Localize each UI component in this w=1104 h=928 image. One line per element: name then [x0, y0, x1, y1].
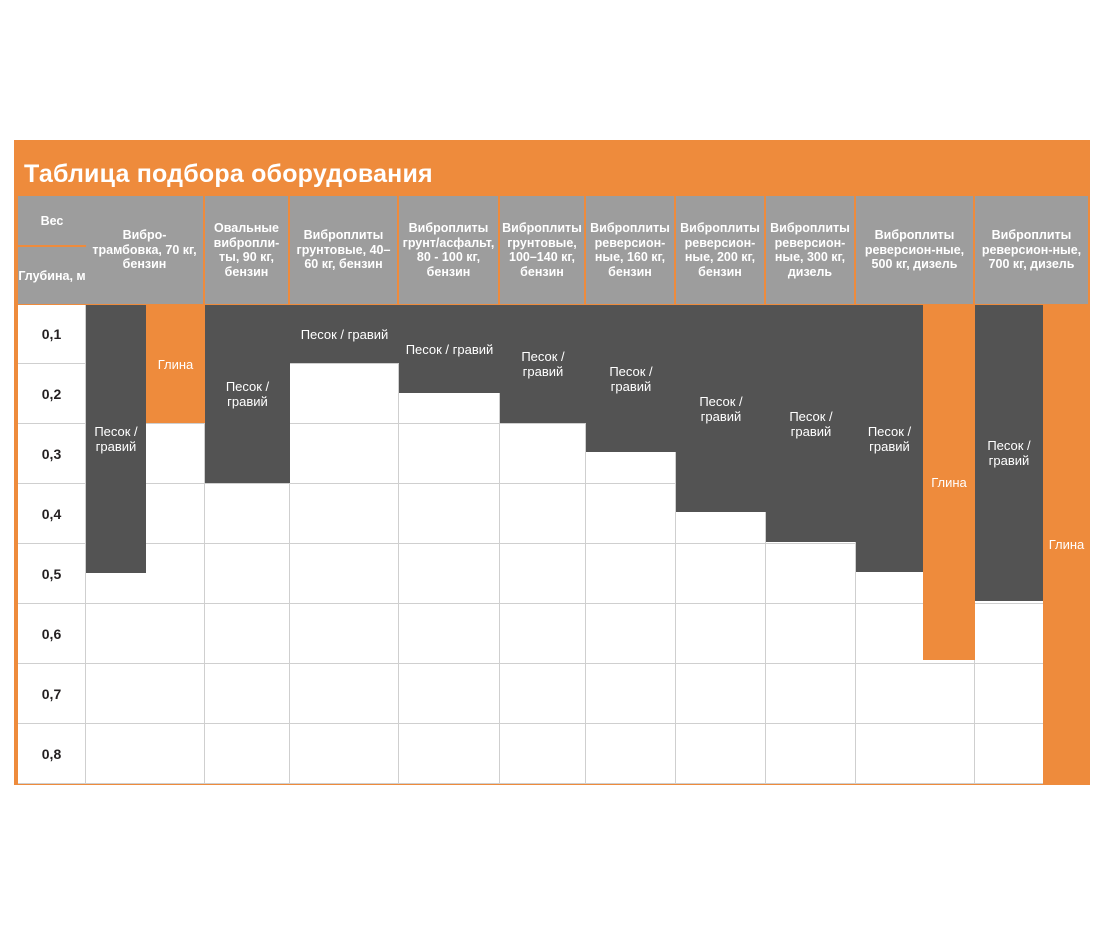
bar-vibroplity-reversionnye-500-clay: Глина	[923, 305, 975, 660]
grid-cell	[586, 484, 676, 544]
bar-vibroplity-gruntovye-40-sand: Песок / гравий	[290, 305, 399, 363]
grid-cell	[290, 364, 399, 424]
bar-label: Песок / гравий	[225, 379, 270, 409]
header-cell-vibroplity-gruntovye-100: Виброплиты грунтовые, 100–140 кг, бензин	[500, 196, 584, 304]
grid-cell	[290, 424, 399, 484]
header-cell-vibroplity-reversionnye-160: Виброплиты реверсион-ные, 160 кг, бензин	[586, 196, 674, 304]
bar-vibroplity-gruntovye-100-sand: Песок / гравий	[500, 305, 586, 423]
bar-label: Песок / гравий	[405, 341, 494, 357]
header-cell-vibroplity-grunt-asfalt-80: Виброплиты грунт/асфальт, 80 - 100 кг, б…	[399, 196, 498, 304]
page-title: Таблица подбора оборудования	[24, 160, 433, 188]
grid-cell	[205, 544, 290, 604]
grid-cell	[586, 724, 676, 784]
bar-vibroplity-reversionnye-200-sand: Песок / гравий	[676, 305, 766, 512]
bar-label: Песок / гравий	[300, 326, 389, 342]
grid-cell	[500, 544, 586, 604]
grid-cell	[500, 724, 586, 784]
bar-oval-vibroplity-90-sand: Песок / гравий	[205, 305, 290, 483]
depth-label-cell: 0,6	[18, 604, 86, 664]
grid-cell	[290, 484, 399, 544]
bar-vibroplity-reversionnye-500-sand: Песок / гравий	[856, 305, 923, 572]
grid-cell	[399, 724, 500, 784]
grid-cell	[676, 664, 766, 724]
header-cell-vibroplity-reversionnye-300: Виброплиты реверсион-ные, 300 кг, дизель	[766, 196, 854, 304]
bar-vibroplity-reversionnye-300-sand: Песок / гравий	[766, 305, 856, 542]
bar-label: Песок / гравий	[789, 408, 833, 439]
grid-cell	[500, 484, 586, 544]
depth-label-cell: 0,2	[18, 364, 86, 424]
equipment-selection-table: Вес Глубина, м Вибро-трамбовка, 70 кг, бен…	[18, 196, 1090, 784]
grid-cell	[586, 664, 676, 724]
bar-label: Песок / гравий	[94, 424, 138, 454]
grid-cell	[86, 664, 205, 724]
header-depth-label: Глубина, м	[18, 247, 86, 304]
bar-vibrotrambovka-70-sand: Песок / гравий	[86, 305, 146, 573]
grid-cell	[290, 604, 399, 664]
header-cell-vibroplity-reversionnye-200: Виброплиты реверсион-ные, 200 кг, бензин	[676, 196, 764, 304]
grid-cell	[766, 604, 856, 664]
grid-cell	[500, 604, 586, 664]
bar-label: Песок / гравий	[609, 363, 653, 394]
grid-cell	[586, 544, 676, 604]
bar-vibroplity-reversionnye-700-sand: Песок / гравий	[975, 305, 1043, 601]
grid-cell	[676, 604, 766, 664]
depth-label-cell: 0,5	[18, 544, 86, 604]
grid-cell	[205, 724, 290, 784]
grid-cell	[399, 664, 500, 724]
depth-label-cell: 0,4	[18, 484, 86, 544]
bar-label: Песок / гравий	[867, 423, 912, 454]
depth-label-cell: 0,3	[18, 424, 86, 484]
grid-cell	[86, 724, 205, 784]
grid-cell	[205, 604, 290, 664]
grid-cell	[766, 664, 856, 724]
bar-label: Песок / гравий	[521, 349, 565, 379]
grid-cell	[399, 604, 500, 664]
header-weight-label: Вес	[18, 196, 86, 245]
depth-label-cell: 0,7	[18, 664, 86, 724]
grid-cell	[766, 724, 856, 784]
header-cell-vibroplity-reversionnye-500: Виброплиты реверсион-ные, 500 кг, дизель	[856, 196, 973, 304]
bar-label: Песок / гравий	[987, 438, 1031, 468]
grid-cell	[586, 604, 676, 664]
depth-label-cell: 0,8	[18, 724, 86, 784]
grid-cell	[500, 664, 586, 724]
bar-vibrotrambovka-70-clay: Глина	[146, 305, 205, 423]
grid-cell	[766, 544, 856, 604]
grid-cell	[205, 484, 290, 544]
grid-cell	[290, 724, 399, 784]
grid-cell	[399, 424, 500, 484]
header-cell-vibrotrambovka-70: Вибро-трамбовка, 70 кг, бензин	[86, 196, 203, 304]
bar-vibroplity-reversionnye-160-sand: Песок / гравий	[586, 305, 676, 452]
grid-cell	[205, 664, 290, 724]
bar-label: Глина	[1048, 537, 1085, 552]
header-cell-oval-vibroplity-90: Овальные вибропли-ты, 90 кг, бензин	[205, 196, 288, 304]
grid-cell	[399, 544, 500, 604]
bar-label: Глина	[157, 356, 194, 372]
header-cell-vibroplity-reversionnye-700: Виброплиты реверсион-ные, 700 кг, дизель	[975, 196, 1088, 304]
bar-vibroplity-reversionnye-700-clay: Глина	[1043, 305, 1090, 784]
grid-cell	[856, 724, 975, 784]
grid-cell	[399, 484, 500, 544]
grid-cell	[676, 544, 766, 604]
grid-cell	[86, 604, 205, 664]
bar-vibroplity-grunt-asfalt-80-sand: Песок / гравий	[399, 305, 500, 393]
grid-cell	[290, 664, 399, 724]
bar-label: Глина	[931, 475, 967, 490]
header-cell-vibroplity-gruntovye-40: Виброплиты грунтовые, 40–60 кг, бензин	[290, 196, 397, 304]
bar-label: Песок / гравий	[699, 393, 743, 424]
grid-cell	[500, 424, 586, 484]
grid-cell	[856, 664, 975, 724]
grid-cell	[676, 724, 766, 784]
grid-cell	[290, 544, 399, 604]
depth-label-cell: 0,1	[18, 305, 86, 364]
